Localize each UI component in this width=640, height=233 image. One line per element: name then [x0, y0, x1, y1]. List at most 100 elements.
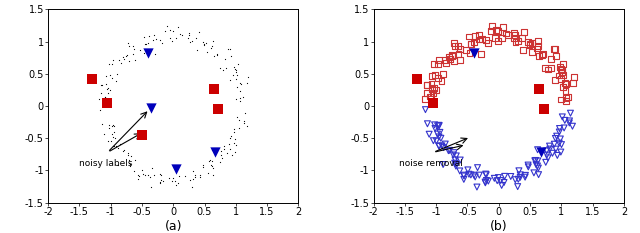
Point — [532, 47, 542, 50]
Point — [474, 173, 484, 177]
Point — [554, 141, 564, 145]
Point — [236, 82, 246, 86]
Point — [108, 123, 118, 127]
Point — [532, 159, 543, 163]
Point — [453, 44, 463, 48]
Point — [502, 33, 513, 37]
Point — [187, 185, 197, 188]
Point — [228, 74, 239, 77]
Point — [114, 58, 124, 62]
Point — [141, 42, 151, 46]
Point — [104, 62, 114, 66]
Point — [191, 36, 202, 40]
Point — [547, 151, 557, 155]
Point — [155, 181, 165, 185]
Point — [472, 185, 482, 189]
Point — [207, 39, 218, 43]
Point — [412, 77, 422, 81]
Point — [434, 144, 444, 148]
Point — [173, 25, 183, 29]
Point — [509, 33, 520, 37]
Point — [207, 164, 217, 168]
Point — [230, 98, 241, 101]
Point — [490, 28, 500, 32]
Point — [210, 151, 220, 154]
Point — [107, 124, 117, 128]
Point — [451, 162, 461, 166]
Point — [497, 184, 507, 187]
Point — [170, 179, 180, 182]
Point — [102, 87, 112, 91]
Point — [501, 32, 511, 35]
Point — [127, 44, 138, 48]
Point — [511, 41, 521, 44]
Point — [532, 164, 543, 168]
Point — [243, 75, 253, 79]
Point — [157, 179, 168, 183]
Point — [108, 124, 118, 128]
Point — [192, 48, 202, 52]
Point — [449, 161, 460, 165]
Point — [119, 57, 129, 61]
Point — [187, 39, 197, 43]
Point — [156, 173, 166, 177]
Point — [171, 184, 181, 187]
Point — [523, 40, 533, 44]
Point — [550, 78, 561, 82]
Point — [480, 181, 490, 185]
Point — [107, 76, 117, 80]
Point — [461, 48, 471, 52]
Point — [447, 54, 457, 58]
Point — [447, 53, 458, 57]
Point — [229, 65, 239, 69]
Point — [431, 88, 441, 92]
Point — [434, 123, 444, 127]
Point — [458, 173, 468, 177]
Point — [234, 126, 244, 130]
Point — [219, 144, 229, 148]
Point — [435, 130, 445, 134]
Point — [487, 24, 497, 27]
Point — [124, 161, 134, 165]
Point — [548, 47, 559, 51]
Point — [143, 173, 154, 177]
Point — [202, 50, 212, 54]
Point — [204, 171, 214, 175]
X-axis label: (b): (b) — [490, 220, 508, 233]
Point — [468, 51, 479, 55]
Point — [148, 38, 159, 41]
Point — [228, 141, 239, 145]
Point — [531, 163, 541, 167]
Point — [205, 159, 215, 162]
Point — [428, 139, 438, 143]
Point — [231, 70, 241, 74]
Point — [445, 57, 455, 61]
Point — [108, 58, 118, 62]
Point — [550, 147, 561, 151]
Point — [541, 153, 552, 157]
Point — [209, 54, 219, 58]
Point — [561, 89, 571, 93]
Point — [177, 33, 188, 37]
Point — [101, 75, 111, 78]
Point — [513, 185, 523, 188]
Point — [564, 121, 575, 125]
Point — [195, 175, 205, 179]
Point — [214, 66, 225, 69]
Point — [148, 173, 159, 177]
Point — [556, 98, 566, 101]
Point — [125, 154, 136, 158]
Point — [239, 119, 249, 123]
Point — [102, 101, 113, 105]
Point — [554, 74, 564, 77]
Point — [104, 73, 115, 77]
Point — [207, 148, 217, 152]
X-axis label: (a): (a) — [164, 220, 182, 233]
Point — [492, 179, 502, 182]
Point — [212, 52, 222, 56]
Point — [135, 48, 145, 52]
Point — [455, 47, 465, 51]
Point — [139, 51, 149, 55]
Point — [426, 96, 436, 99]
Point — [564, 119, 575, 123]
